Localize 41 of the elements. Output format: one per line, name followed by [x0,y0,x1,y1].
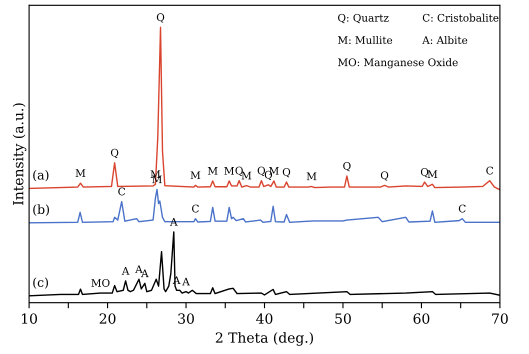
annotation: Q [156,13,164,23]
annotation: A [135,265,143,273]
annotation: C [118,188,126,196]
x-tick-label: 30 [178,313,194,324]
annotation: Q [282,168,290,178]
x-axis-title: 2 Theta (deg.) [216,332,314,346]
annotation: A: Albite [422,36,468,44]
annotation: C [486,166,494,175]
annotation: M [208,167,218,175]
x-tick-label: 60 [414,313,430,324]
y-axis-title: Intensity (a.u.) [12,103,26,205]
annotation: A [122,266,130,275]
series-label: (b) [33,204,49,216]
annotation: A [141,269,149,278]
annotation: M: Mullite [338,36,392,44]
annotation: M [190,171,200,180]
series-label: (a) [33,170,48,182]
series-label: (c) [33,277,48,289]
annotation: Q [235,166,243,176]
annotation: M [428,170,438,178]
annotation: Q [258,166,266,176]
x-tick-label: 70 [492,313,508,324]
annotation: MO: Manganese Oxide [338,58,458,68]
annotation: M [242,172,252,180]
annotation: A [182,278,190,286]
text: C: Cristobalite [422,14,498,22]
annotation: MO [91,278,110,287]
annotation: M [76,169,86,177]
annotation: Q [380,171,388,181]
x-tick-label: 40 [256,313,272,324]
annotation: M [224,167,234,175]
annotation: C [192,204,199,213]
annotation: Q [343,162,351,172]
annotation: M [306,172,316,180]
annotation: Q [420,168,428,178]
text: Q: Quartz [338,14,389,24]
annotation: C [458,204,466,213]
x-tick-label: 20 [100,313,116,324]
x-tick-label: 10 [22,313,38,324]
annotation: Q [110,148,118,158]
x-tick-label: 50 [335,313,351,324]
